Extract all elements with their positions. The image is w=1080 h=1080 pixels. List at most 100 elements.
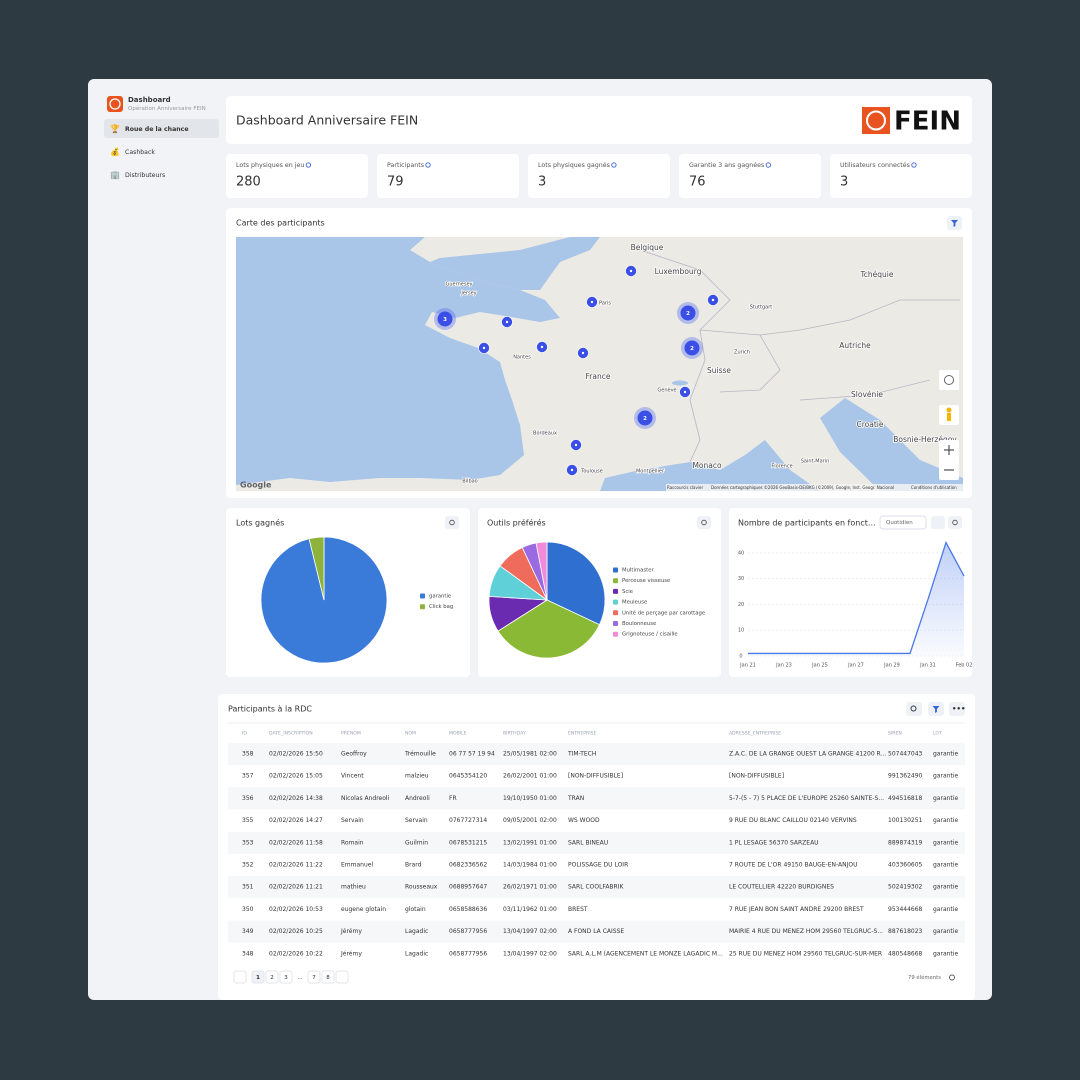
column-header[interactable]: ID bbox=[242, 731, 247, 737]
cell: 480548668 bbox=[888, 950, 923, 957]
map-label: Toulouse bbox=[580, 469, 603, 475]
page-prev[interactable] bbox=[233, 970, 247, 984]
cell: Servain bbox=[341, 817, 364, 824]
cell: TRAN bbox=[567, 795, 584, 802]
legend-swatch bbox=[613, 599, 618, 605]
page-number: 2 bbox=[270, 975, 274, 981]
cell: 507447043 bbox=[888, 751, 923, 758]
reload-icon[interactable] bbox=[949, 974, 955, 981]
marker-dot bbox=[540, 345, 544, 349]
refresh-button[interactable] bbox=[445, 516, 459, 529]
legend-label[interactable]: Grignoteuse / cisaille bbox=[622, 632, 678, 638]
refresh-icon[interactable] bbox=[911, 162, 917, 168]
refresh-button[interactable] bbox=[948, 516, 962, 529]
legend-label[interactable]: Meuleuse bbox=[622, 600, 647, 606]
column-header[interactable]: MOBILE bbox=[449, 731, 467, 737]
calendar-button[interactable] bbox=[931, 516, 945, 529]
cell: 0658777956 bbox=[449, 950, 487, 957]
legend-label[interactable]: Multimaster bbox=[622, 568, 654, 574]
column-header[interactable]: SIREN bbox=[888, 731, 902, 737]
cell: 355 bbox=[242, 817, 254, 824]
menu-item[interactable]: Cashback bbox=[125, 149, 155, 156]
row-stripe bbox=[228, 876, 965, 899]
column-header[interactable]: NOM bbox=[405, 731, 416, 737]
kpi-card bbox=[679, 154, 821, 198]
menu-item[interactable]: Roue de la chance bbox=[125, 126, 189, 133]
kpi-value: 280 bbox=[236, 175, 261, 190]
kpi-label: Participants bbox=[387, 162, 424, 169]
refresh-icon[interactable] bbox=[611, 162, 617, 168]
legend-swatch bbox=[613, 610, 618, 616]
refresh-icon[interactable] bbox=[305, 162, 312, 168]
page-button[interactable] bbox=[265, 970, 279, 984]
page-button[interactable] bbox=[251, 970, 265, 984]
cell: 0645354120 bbox=[449, 773, 487, 780]
cell: 25 RUE DU MENEZ HOM 29560 TELGRUC-SUR-ME… bbox=[729, 950, 882, 957]
map-shortcuts[interactable]: Raccourcis clavier bbox=[667, 485, 703, 490]
chart-title: Outils préférés bbox=[487, 518, 546, 528]
page-button[interactable] bbox=[307, 970, 321, 984]
line bbox=[748, 540, 965, 655]
map[interactable]: Belgique Luxembourg Tchéquie Guernesey Jerse… bbox=[236, 237, 963, 491]
y-tick-label: 20 bbox=[738, 602, 744, 608]
search-button[interactable] bbox=[906, 702, 922, 716]
cell: [NON-DIFFUSIBLE] bbox=[568, 773, 623, 780]
column-header[interactable]: ENTREPRISE bbox=[568, 731, 596, 737]
page-next[interactable] bbox=[335, 970, 349, 984]
cell: mathieu bbox=[341, 884, 366, 891]
cell: 02/02/2026 14:27 bbox=[269, 817, 323, 824]
column-header[interactable]: DATE_INSCRIPTION bbox=[269, 731, 313, 737]
cluster[interactable] bbox=[680, 305, 696, 321]
map-label: Stuttgart bbox=[750, 305, 773, 311]
cell: 0678531215 bbox=[449, 839, 487, 846]
cell: 889874319 bbox=[888, 839, 923, 846]
marker-dot bbox=[683, 390, 687, 394]
cell: garantie bbox=[933, 906, 958, 913]
legend-swatch bbox=[613, 588, 618, 594]
map-control[interactable] bbox=[939, 370, 959, 390]
page-button[interactable] bbox=[321, 970, 335, 984]
cluster[interactable] bbox=[437, 311, 453, 327]
menu-item[interactable]: Distributeurs bbox=[125, 172, 165, 179]
page-number: ... bbox=[297, 975, 302, 981]
legend-label[interactable]: Perceuse visseuse bbox=[622, 578, 670, 584]
legend-swatch bbox=[613, 621, 618, 626]
refresh-icon bbox=[449, 519, 455, 526]
legend-swatch bbox=[420, 593, 425, 599]
cluster[interactable] bbox=[684, 340, 700, 356]
map-label: Bordeaux bbox=[533, 431, 557, 437]
cell: 348 bbox=[242, 950, 254, 957]
page-button[interactable] bbox=[279, 970, 293, 984]
legend-label[interactable]: Scie bbox=[622, 589, 633, 595]
marker-dot bbox=[574, 443, 578, 447]
page-number: 3 bbox=[284, 975, 288, 981]
legend-label[interactable]: Boulonneuse bbox=[622, 621, 656, 627]
cell: 14/03/1984 01:00 bbox=[503, 862, 557, 869]
refresh-button[interactable] bbox=[697, 516, 711, 529]
chart-card bbox=[729, 508, 972, 677]
map-terms[interactable]: Conditions d'utilisation bbox=[911, 485, 957, 490]
column-header[interactable]: ADRESSE_ENTREPRISE bbox=[729, 731, 781, 737]
column-header[interactable]: LOT bbox=[933, 731, 942, 737]
cell: garantie bbox=[933, 950, 958, 957]
refresh-icon[interactable] bbox=[425, 162, 431, 168]
cluster[interactable] bbox=[637, 410, 653, 426]
legend-label[interactable]: Click bag bbox=[429, 604, 453, 610]
marker-dot bbox=[505, 320, 509, 324]
cell: SARL A.L.M (AGENCEMENT LE MONZE LAGADIC … bbox=[568, 950, 723, 957]
map-label: France bbox=[586, 372, 611, 381]
cell: Andreoli bbox=[405, 795, 430, 802]
legend-label[interactable]: garantie bbox=[429, 594, 451, 600]
kpi-card bbox=[528, 154, 670, 198]
map-label: Nantes bbox=[513, 355, 531, 361]
cell: 26/02/2001 01:00 bbox=[503, 773, 557, 780]
kpi-label: Lots physiques en jeu bbox=[236, 162, 304, 169]
column-header[interactable]: BIRTHDAY bbox=[503, 731, 526, 737]
more-button[interactable] bbox=[949, 702, 965, 716]
refresh-icon[interactable] bbox=[765, 162, 771, 168]
cell: LE COUTELLIER 42220 BURDIGNES bbox=[729, 884, 834, 891]
menu-icon: 🏆 bbox=[110, 124, 120, 134]
legend-label[interactable]: Unité de perçage par carottage bbox=[622, 609, 705, 616]
period-select[interactable] bbox=[879, 515, 927, 530]
column-header[interactable]: PRENOM bbox=[341, 731, 361, 737]
